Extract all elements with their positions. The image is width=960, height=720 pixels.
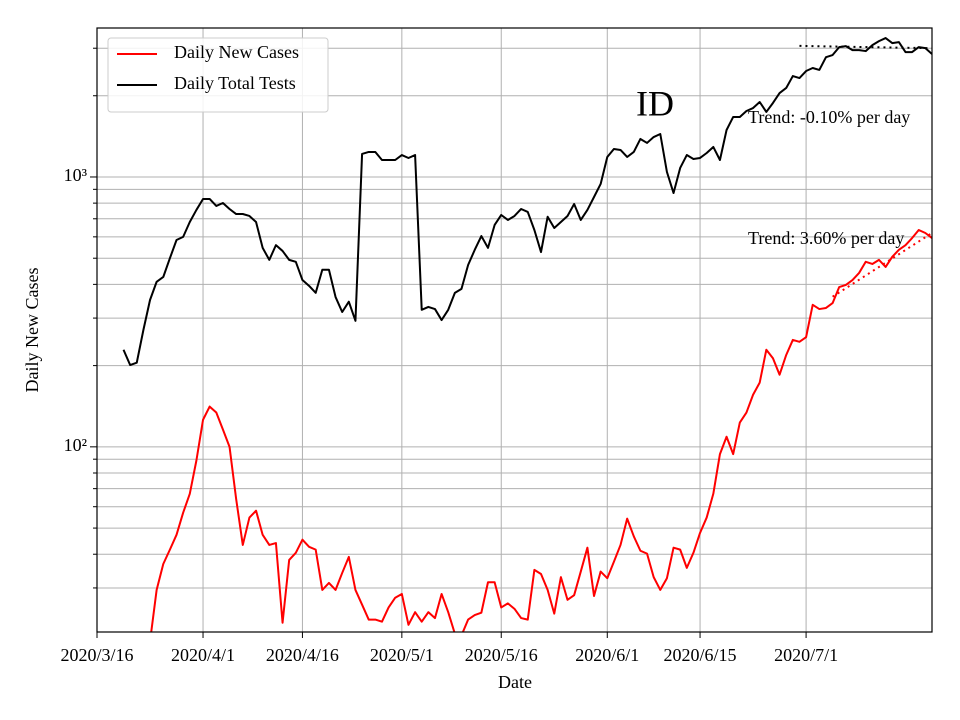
- trend-line: [799, 44, 932, 50]
- series-line: [122, 37, 932, 367]
- legend-label: Daily Total Tests: [174, 73, 296, 93]
- x-tick-label: 2020/4/16: [266, 645, 339, 665]
- x-tick-label: 2020/7/1: [774, 645, 838, 665]
- legend: Daily New Cases Daily Total Tests: [107, 37, 329, 113]
- y-tick-label: 10²: [64, 435, 87, 455]
- trend-label: Trend: -0.10% per day: [748, 107, 910, 127]
- x-tick-label: 2020/3/16: [60, 645, 133, 665]
- x-tick-label: 2020/5/16: [465, 645, 538, 665]
- grid: [96, 28, 932, 632]
- plot-lines: [122, 37, 932, 632]
- series-line: [150, 229, 932, 632]
- x-tick-label: 2020/4/1: [171, 645, 235, 665]
- x-tick-label: 2020/6/1: [575, 645, 639, 665]
- annotation: ID: [636, 83, 674, 123]
- plot-frame: [96, 27, 933, 633]
- x-tick-label: 2020/5/1: [370, 645, 434, 665]
- trend-line: [832, 232, 932, 298]
- x-tick-label: 2020/6/15: [664, 645, 737, 665]
- legend-box: [107, 37, 329, 113]
- y-axis-label: Daily New Cases: [22, 268, 42, 393]
- legend-label: Daily New Cases: [174, 42, 299, 62]
- x-axis-label: Date: [498, 672, 532, 692]
- axes: 2020/3/16 2020/4/1 2020/4/16 2020/5/1 2020/5…: [60, 47, 838, 665]
- y-tick-label: 10³: [64, 165, 88, 185]
- trend-label: Trend: 3.60% per day: [748, 228, 904, 248]
